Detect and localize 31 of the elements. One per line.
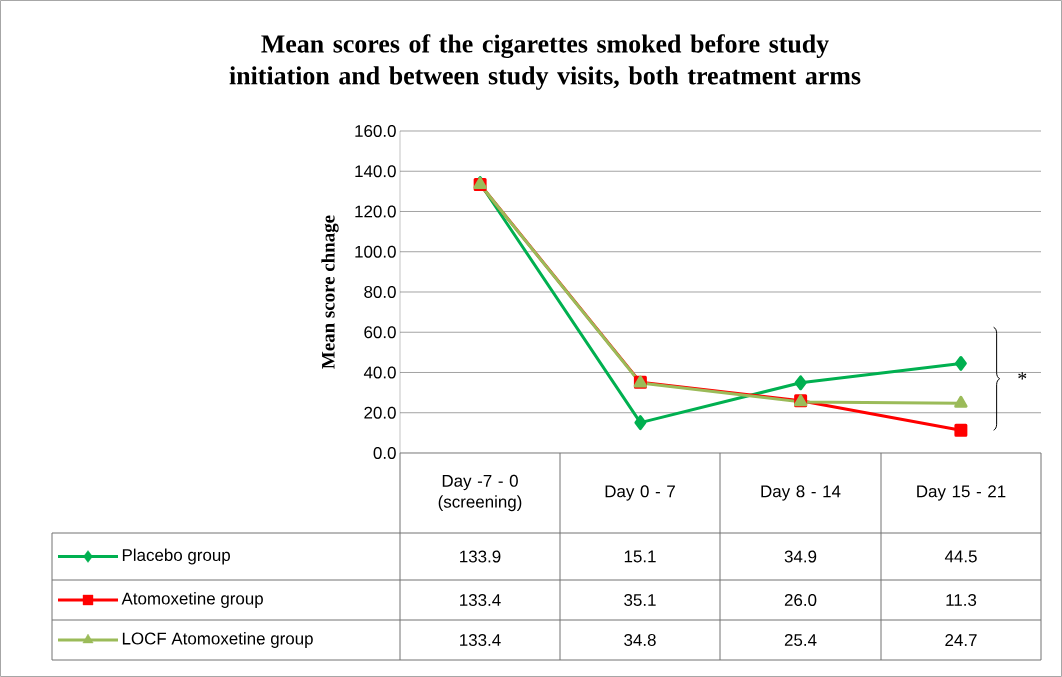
data-label: 11.3 xyxy=(946,594,977,606)
x-tick-label: Day 0 - 7 xyxy=(605,485,675,501)
data-label: 34.9 xyxy=(784,550,817,563)
y-tick-label: 120.0 xyxy=(355,205,396,218)
y-tick-label: 0.0 xyxy=(373,447,396,459)
legend-label: LOCF Atomoxetine group xyxy=(122,632,313,648)
data-label: 34.8 xyxy=(624,634,656,646)
x-tick-label: Day 15 - 21 xyxy=(917,485,1006,501)
data-label: 133.4 xyxy=(460,594,501,606)
data-label: 25.4 xyxy=(784,634,817,646)
data-label: 15.1 xyxy=(624,550,656,563)
y-tick-label: 160.0 xyxy=(355,125,396,137)
data-label: 44.5 xyxy=(944,550,977,563)
x-tick-label: Day 8 - 14 xyxy=(761,485,841,501)
legend-label: Placebo group xyxy=(122,548,230,565)
data-label: 35.1 xyxy=(624,594,656,606)
y-tick-label: 60.0 xyxy=(364,326,396,339)
y-tick-label: 20.0 xyxy=(364,406,396,419)
legend-label: Atomoxetine group xyxy=(121,592,263,608)
data-label: 133.4 xyxy=(460,634,501,646)
y-tick-label: 100.0 xyxy=(355,245,396,258)
data-label: 26.0 xyxy=(784,594,817,606)
y-tick-label: 80.0 xyxy=(364,286,396,298)
y-tick-label: 40.0 xyxy=(363,366,396,379)
annotation: * xyxy=(1018,372,1027,380)
data-label: 24.7 xyxy=(945,634,977,646)
data-label: 133.9 xyxy=(460,550,501,563)
y-tick-label: 140.0 xyxy=(355,165,396,178)
x-tick-label: Day -7 - 0 (screening) xyxy=(438,474,522,512)
y-axis-title: Mean score chnage xyxy=(321,215,339,369)
chart-title: Mean scores of the cigarettes smoked before study initiation and between study visits, both treatment arms xyxy=(229,34,861,90)
